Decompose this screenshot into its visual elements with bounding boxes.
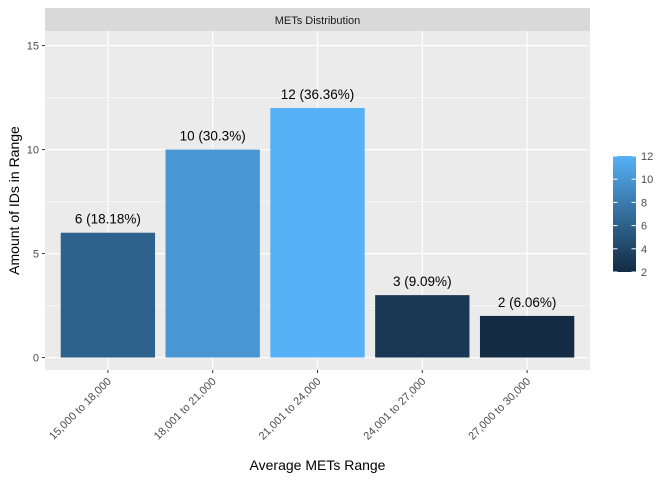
y-axis: 0 5 10 15 [27,41,45,365]
x-tick-label: 18,001 to 21,000 [152,376,219,443]
colorbar [613,156,636,272]
colorbar-label: 2 [641,267,647,279]
color-legend: 2 4 6 8 10 12 [613,151,653,279]
bar [479,315,575,358]
colorbar-label: 12 [641,151,653,163]
colorbar-label: 10 [641,174,653,186]
bar [270,107,365,358]
y-tick-label: 10 [27,145,39,157]
x-tick-label: 27,000 to 30,000 [466,376,533,443]
bars [60,107,575,358]
bar-data-label: 2 (6.06%) [498,295,557,310]
strip-background [45,8,590,31]
bar-labels: 6 (18.18%) 10 (30.3%) 12 (36.36%) 3 (9.09%)… [75,87,557,310]
y-tick-label: 15 [27,41,39,53]
bar-data-label: 10 (30.3%) [180,129,246,144]
facet-title: METs Distribution [275,15,361,27]
x-tick-label: 15,000 to 18,000 [47,376,114,443]
x-axis-title: Average METs Range [250,457,386,473]
x-tick-label: 24,001 to 27,000 [362,376,429,443]
colorbar-label: 8 [641,197,647,209]
bar-data-label: 6 (18.18%) [75,212,141,227]
colorbar-label: 6 [641,221,647,233]
y-axis-title: Amount of IDs in Range [6,126,22,275]
y-tick-label: 5 [33,249,39,261]
y-tick-label: 0 [33,353,39,365]
x-axis: 15,000 to 18,000 18,001 to 21,000 21,001 t… [47,370,533,443]
bar [165,149,260,358]
x-tick-label: 21,001 to 24,000 [257,376,324,443]
bar [375,295,470,358]
bar [60,232,156,358]
bar-data-label: 12 (36.36%) [281,87,355,102]
colorbar-label: 4 [641,244,647,256]
bar-data-label: 3 (9.09%) [393,274,452,289]
